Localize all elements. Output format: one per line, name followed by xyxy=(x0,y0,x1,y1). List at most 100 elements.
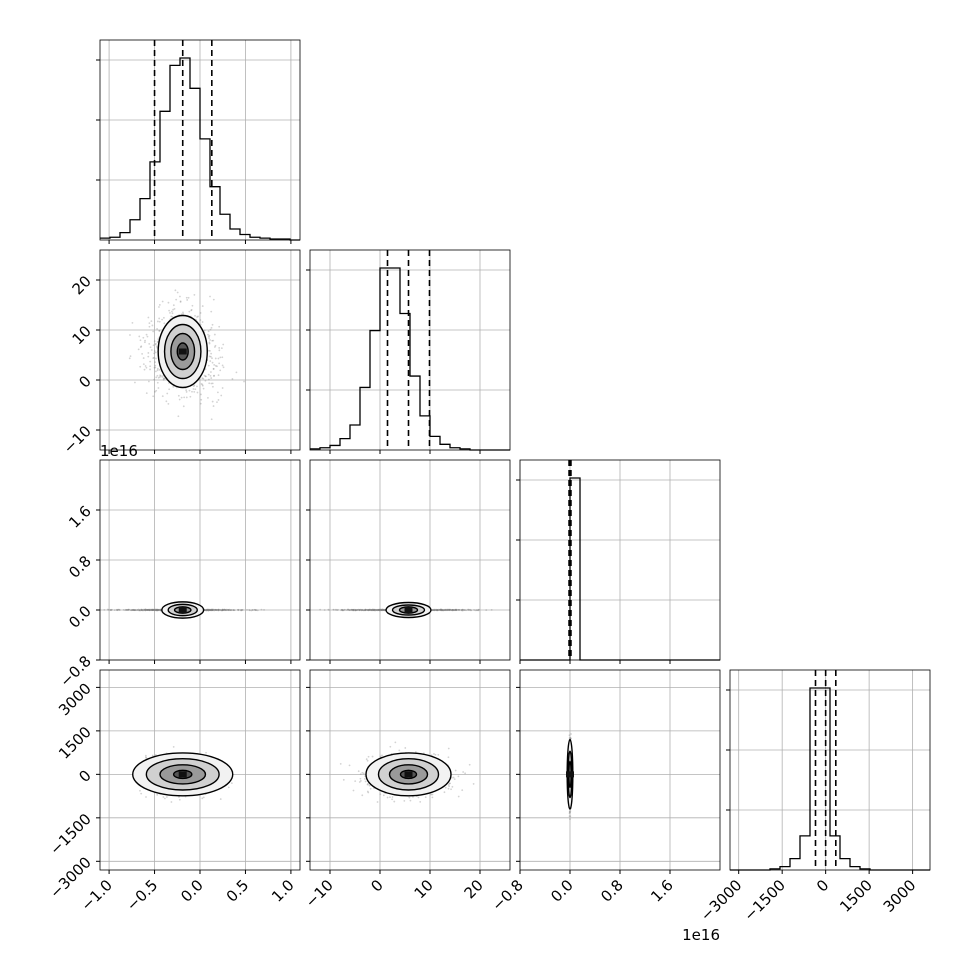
sample-point xyxy=(432,608,435,611)
sample-point xyxy=(206,609,209,611)
sample-point xyxy=(218,609,221,611)
x-tick-label: −1.0 xyxy=(77,876,115,914)
sample-point xyxy=(447,783,450,786)
sample-point xyxy=(145,796,147,798)
sample-point xyxy=(147,609,149,611)
sample-point xyxy=(378,608,381,611)
sample-point xyxy=(444,608,447,611)
sample-point xyxy=(202,387,205,390)
sample-point xyxy=(473,609,475,611)
sample-point xyxy=(383,609,386,611)
sample-point xyxy=(212,298,215,301)
sample-point xyxy=(241,608,244,611)
sample-point xyxy=(377,609,380,611)
sample-point xyxy=(162,316,165,319)
sample-point xyxy=(568,812,571,815)
sample-point xyxy=(414,751,417,753)
sample-point xyxy=(237,608,239,611)
sample-point xyxy=(186,299,189,301)
sample-point xyxy=(208,337,210,339)
sample-point xyxy=(217,608,219,611)
sample-point xyxy=(380,609,383,612)
sample-point xyxy=(148,322,151,325)
sample-point xyxy=(125,609,128,611)
sample-point xyxy=(380,609,383,612)
sample-point xyxy=(143,368,146,371)
sample-point xyxy=(171,316,174,318)
sample-point xyxy=(196,385,198,388)
sample-point xyxy=(209,295,211,298)
sample-point xyxy=(464,772,467,775)
sample-point xyxy=(155,609,158,612)
sample-point xyxy=(154,609,157,612)
sample-point xyxy=(231,378,234,380)
sample-point xyxy=(462,771,465,773)
sample-point xyxy=(158,608,160,611)
sample-point xyxy=(382,608,385,611)
sample-point xyxy=(130,609,132,612)
x-tick-label: 0 xyxy=(367,876,386,895)
sample-point xyxy=(217,609,220,611)
sample-point xyxy=(366,759,369,762)
sample-point xyxy=(207,608,210,611)
sample-point xyxy=(217,608,220,611)
sample-point xyxy=(443,609,446,612)
sample-point xyxy=(207,609,210,611)
sample-point xyxy=(357,609,360,611)
axes-frame xyxy=(309,249,511,451)
sample-point xyxy=(348,609,351,611)
sample-point xyxy=(152,609,155,611)
sample-point xyxy=(431,609,434,612)
sample-point xyxy=(569,737,572,740)
sample-point xyxy=(448,609,450,611)
sample-point xyxy=(166,392,169,395)
sample-point xyxy=(357,608,360,611)
sample-point xyxy=(352,608,355,611)
sample-point xyxy=(570,737,572,740)
sample-point xyxy=(147,609,149,611)
sample-point xyxy=(136,608,139,611)
sample-point xyxy=(377,609,380,611)
sample-point xyxy=(148,608,151,611)
sample-point xyxy=(445,608,448,611)
sample-point xyxy=(379,609,382,611)
sample-point xyxy=(364,608,367,611)
sample-point xyxy=(107,608,110,611)
sample-point xyxy=(375,608,378,611)
sample-point xyxy=(148,609,151,612)
sample-point xyxy=(212,368,215,370)
sample-point xyxy=(137,608,140,611)
sample-point xyxy=(207,330,210,333)
sample-point xyxy=(152,356,155,359)
sample-point xyxy=(237,609,240,612)
sample-point xyxy=(352,609,354,612)
sample-point xyxy=(140,608,143,611)
sample-point xyxy=(472,783,475,785)
sample-point xyxy=(451,608,454,611)
sample-point xyxy=(360,609,363,612)
sample-point xyxy=(145,609,148,612)
sample-point xyxy=(141,609,144,612)
sample-point xyxy=(347,608,349,611)
sample-point xyxy=(145,392,148,395)
sample-point xyxy=(162,377,165,380)
sample-point xyxy=(460,608,463,611)
sample-point xyxy=(215,609,218,611)
sample-point xyxy=(211,609,214,611)
sample-point xyxy=(367,783,369,785)
sample-point xyxy=(162,796,165,798)
sample-point xyxy=(450,609,453,611)
sample-point xyxy=(211,400,214,403)
sample-point xyxy=(454,608,457,611)
sample-point xyxy=(371,609,374,612)
sample-point xyxy=(381,608,384,611)
sample-point xyxy=(373,608,376,611)
sample-point xyxy=(151,608,154,611)
sample-point xyxy=(359,608,362,611)
sample-point xyxy=(356,609,359,611)
sample-point xyxy=(217,357,220,360)
sample-point xyxy=(153,350,156,352)
sample-point xyxy=(159,609,162,612)
sample-point xyxy=(153,609,156,612)
sample-point xyxy=(159,374,161,377)
